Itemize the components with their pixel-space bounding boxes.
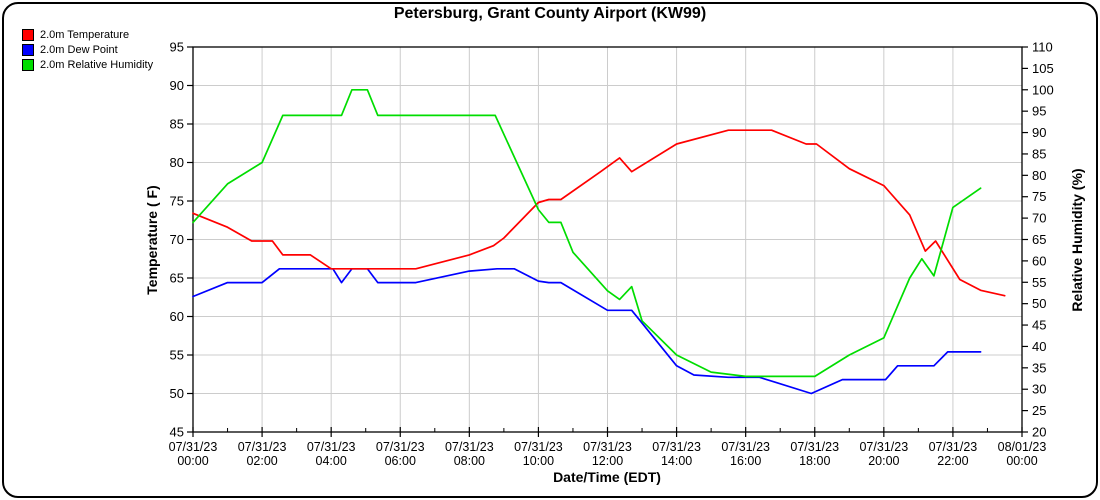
svg-text:07/31/23: 07/31/23 bbox=[929, 440, 978, 454]
svg-text:75: 75 bbox=[170, 194, 184, 209]
svg-text:55: 55 bbox=[1032, 275, 1046, 290]
svg-text:25: 25 bbox=[1032, 403, 1046, 418]
svg-text:07/31/23: 07/31/23 bbox=[583, 440, 632, 454]
svg-text:80: 80 bbox=[1032, 168, 1046, 183]
series-line--m-dew-point bbox=[192, 267, 982, 395]
svg-text:22:00: 22:00 bbox=[937, 454, 968, 468]
svg-text:06:00: 06:00 bbox=[385, 454, 416, 468]
svg-text:08/01/23: 08/01/23 bbox=[998, 440, 1047, 454]
svg-text:45: 45 bbox=[170, 425, 184, 440]
svg-text:90: 90 bbox=[1032, 125, 1046, 140]
plot-frame bbox=[192, 46, 1023, 433]
svg-text:70: 70 bbox=[170, 232, 184, 247]
svg-text:07/31/23: 07/31/23 bbox=[514, 440, 563, 454]
svg-text:00:00: 00:00 bbox=[1006, 454, 1037, 468]
legend-label-dew-point: 2.0m Dew Point bbox=[40, 43, 118, 56]
svg-text:75: 75 bbox=[1032, 189, 1046, 204]
svg-text:55: 55 bbox=[170, 348, 184, 363]
x-axis-title: Date/Time (EDT) bbox=[553, 469, 661, 485]
svg-text:35: 35 bbox=[1032, 360, 1046, 375]
svg-text:50: 50 bbox=[1032, 296, 1046, 311]
temperature-swatch-icon bbox=[22, 28, 34, 41]
svg-text:95: 95 bbox=[170, 40, 184, 55]
svg-text:18:00: 18:00 bbox=[799, 454, 830, 468]
svg-text:07/31/23: 07/31/23 bbox=[238, 440, 287, 454]
svg-text:20: 20 bbox=[1032, 425, 1046, 440]
svg-text:100: 100 bbox=[1032, 82, 1054, 97]
series-line--m-relative-humidity bbox=[192, 88, 982, 378]
svg-text:105: 105 bbox=[1032, 61, 1054, 76]
svg-text:00:00: 00:00 bbox=[177, 454, 208, 468]
svg-text:04:00: 04:00 bbox=[316, 454, 347, 468]
svg-text:95: 95 bbox=[1032, 104, 1046, 119]
svg-text:60: 60 bbox=[170, 309, 184, 324]
svg-text:110: 110 bbox=[1032, 40, 1053, 55]
svg-text:90: 90 bbox=[170, 78, 184, 93]
svg-text:30: 30 bbox=[1032, 382, 1046, 397]
svg-text:07/31/23: 07/31/23 bbox=[445, 440, 494, 454]
series-line--m-temperature bbox=[192, 129, 1006, 297]
svg-text:07/31/23: 07/31/23 bbox=[721, 440, 770, 454]
humidity-swatch-icon bbox=[22, 58, 34, 71]
svg-text:07/31/23: 07/31/23 bbox=[307, 440, 356, 454]
svg-text:07/31/23: 07/31/23 bbox=[790, 440, 839, 454]
legend-item-humidity: 2.0m Relative Humidity bbox=[22, 57, 153, 72]
svg-text:12:00: 12:00 bbox=[592, 454, 623, 468]
svg-text:65: 65 bbox=[1032, 232, 1046, 247]
svg-text:65: 65 bbox=[170, 271, 184, 286]
svg-text:20:00: 20:00 bbox=[868, 454, 899, 468]
svg-text:07/31/23: 07/31/23 bbox=[169, 440, 218, 454]
svg-text:40: 40 bbox=[1032, 339, 1046, 354]
legend-label-temperature: 2.0m Temperature bbox=[40, 28, 130, 41]
svg-text:02:00: 02:00 bbox=[246, 454, 277, 468]
chart-title: Petersburg, Grant County Airport (KW99) bbox=[393, 5, 707, 22]
legend-label-humidity: 2.0m Relative Humidity bbox=[40, 58, 154, 71]
legend-item-dew-point: 2.0m Dew Point bbox=[22, 42, 153, 57]
dew-point-swatch-icon bbox=[22, 43, 34, 56]
svg-text:14:00: 14:00 bbox=[661, 454, 692, 468]
svg-text:16:00: 16:00 bbox=[730, 454, 761, 468]
svg-text:07/31/23: 07/31/23 bbox=[859, 440, 908, 454]
svg-text:07/31/23: 07/31/23 bbox=[652, 440, 701, 454]
svg-text:85: 85 bbox=[170, 117, 184, 132]
gridlines bbox=[193, 47, 1022, 432]
svg-text:80: 80 bbox=[170, 155, 184, 170]
legend: 2.0m Temperature 2.0m Dew Point 2.0m Rel… bbox=[22, 27, 153, 72]
svg-text:10:00: 10:00 bbox=[523, 454, 554, 468]
legend-item-temperature: 2.0m Temperature bbox=[22, 27, 153, 42]
svg-text:70: 70 bbox=[1032, 211, 1046, 226]
svg-text:45: 45 bbox=[1032, 318, 1046, 333]
svg-text:07/31/23: 07/31/23 bbox=[376, 440, 425, 454]
svg-text:08:00: 08:00 bbox=[454, 454, 485, 468]
svg-text:50: 50 bbox=[170, 386, 184, 401]
svg-text:85: 85 bbox=[1032, 146, 1046, 161]
axis-tick-labels: 45 50 55 60 65 70 75 80 85 90 95 20 25 30 35 40 45 50 55 60… bbox=[169, 40, 1054, 469]
svg-text:60: 60 bbox=[1032, 253, 1046, 268]
